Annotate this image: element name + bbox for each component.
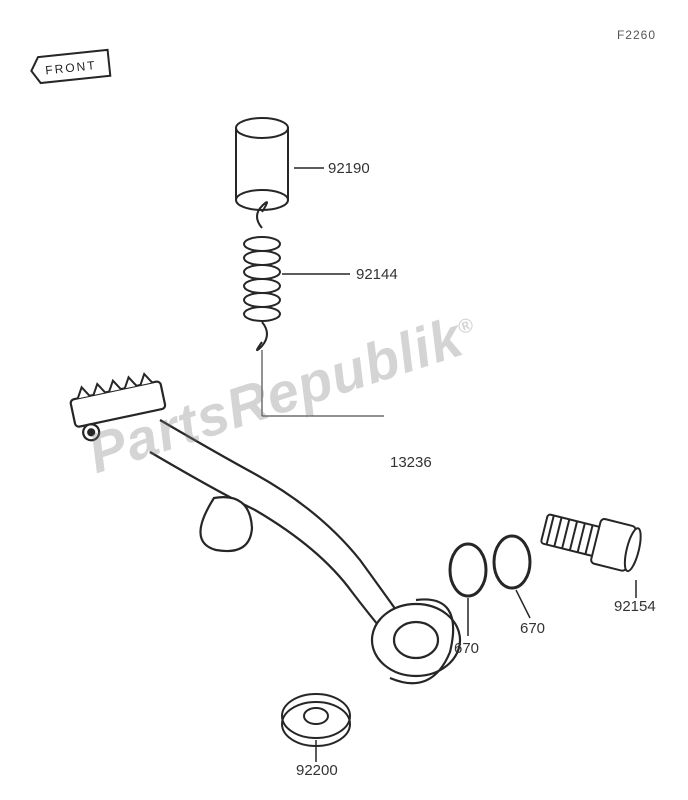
leader-oring-right: [516, 590, 530, 618]
part-tube: [236, 118, 288, 210]
part-pedal: [68, 371, 460, 683]
label-oring-left: 670: [454, 640, 479, 657]
diagram-canvas: FRONT: [0, 0, 688, 800]
label-bolt: 92154: [614, 598, 656, 615]
front-badge: FRONT: [30, 50, 110, 84]
label-tube: 92190: [328, 160, 370, 177]
label-washer: 92200: [296, 762, 338, 779]
part-spring: [244, 202, 280, 350]
part-washer: [282, 694, 350, 746]
part-bolt: [541, 514, 644, 573]
part-oring-right: [494, 536, 530, 588]
part-oring-left: [450, 544, 486, 596]
label-spring: 92144: [356, 266, 398, 283]
label-pedal: 13236: [390, 454, 432, 471]
label-oring-right: 670: [520, 620, 545, 637]
